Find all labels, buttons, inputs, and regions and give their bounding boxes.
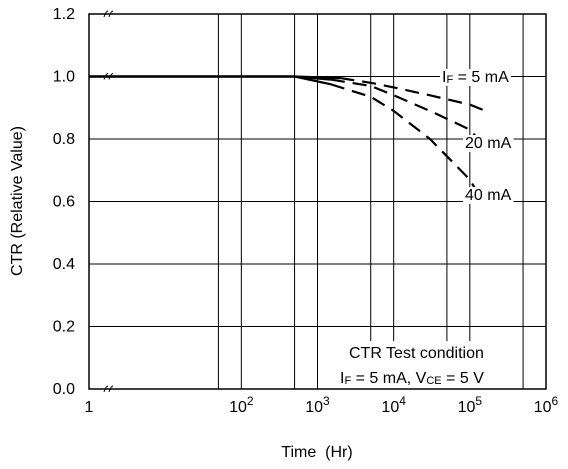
series-label-bg (440, 69, 512, 86)
series-label-1: 20 mA (465, 135, 512, 152)
x-tick-label: 102 (229, 394, 254, 416)
y-tick-label: 0.6 (53, 194, 75, 211)
test-condition-bg (336, 341, 491, 389)
series-label-bg (463, 135, 514, 152)
x-tick-label: 106 (534, 394, 559, 416)
test-condition-note: CTR Test condition IF = 5 mA, VCE = 5 V (336, 341, 491, 389)
plot-frame (88, 13, 547, 390)
test-condition-values: IF = 5 mA, VCE = 5 V (340, 370, 484, 387)
series-2-solid (89, 75, 332, 86)
x-tick-label: 105 (458, 394, 483, 416)
x-tick-label: 104 (381, 394, 406, 416)
curve-layer (89, 75, 486, 199)
y-tick-label: 0.8 (53, 131, 75, 148)
series-label-bg (463, 187, 514, 204)
label-layer: 0.0 0.2 0.4 0.6 0.8 1.0 1.2 1 102 103 104 105 106 IF … (53, 6, 559, 416)
y-tick-label: 0.0 (53, 381, 75, 398)
series-label-2: 40 mA (465, 187, 512, 204)
x-tick-label: 103 (305, 394, 330, 416)
y-tick-label: 0.4 (53, 256, 75, 273)
series-label-0: IF = 5 mA (442, 69, 509, 86)
y-tick-label: 1.0 (53, 69, 75, 86)
y-axis-label: CTR (Relative Value) (9, 126, 26, 276)
y-tick-label: 0.2 (53, 319, 75, 336)
x-tick-label: 1 (85, 399, 94, 416)
series-2-dashed (330, 83, 482, 199)
test-condition-title: CTR Test condition (349, 345, 484, 362)
y-tick-label: 1.2 (53, 6, 75, 23)
x-axis-label: Time (Hr) (281, 444, 352, 461)
series-0-dashed (340, 77, 486, 112)
series-1-dashed (330, 78, 482, 143)
